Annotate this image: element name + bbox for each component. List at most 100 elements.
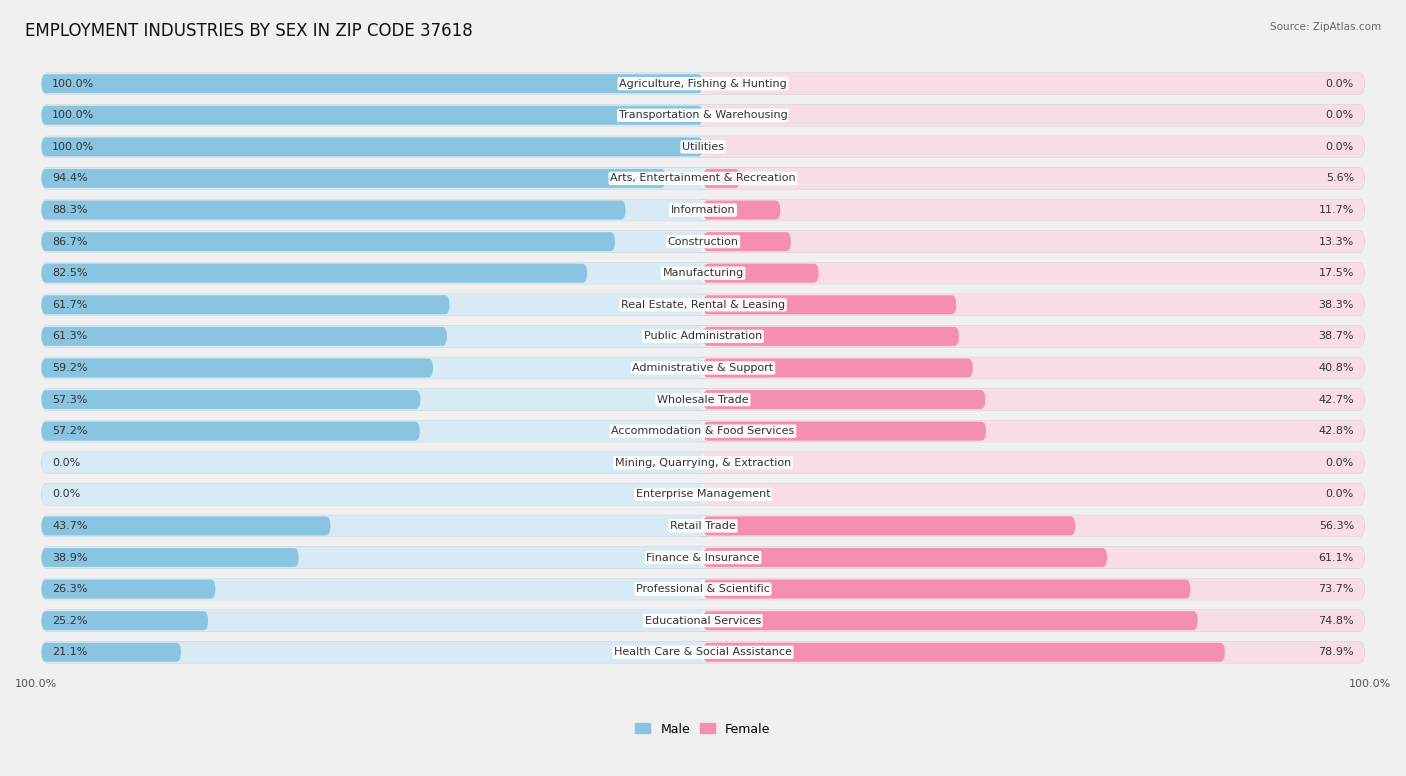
Text: 0.0%: 0.0% (52, 490, 80, 499)
FancyBboxPatch shape (41, 137, 703, 156)
FancyBboxPatch shape (703, 547, 1365, 568)
Text: Administrative & Support: Administrative & Support (633, 363, 773, 373)
FancyBboxPatch shape (703, 610, 1365, 632)
FancyBboxPatch shape (703, 515, 1365, 537)
FancyBboxPatch shape (41, 421, 703, 442)
FancyBboxPatch shape (41, 452, 1365, 473)
FancyBboxPatch shape (41, 642, 1365, 663)
FancyBboxPatch shape (703, 357, 1365, 379)
Text: Real Estate, Rental & Leasing: Real Estate, Rental & Leasing (621, 300, 785, 310)
FancyBboxPatch shape (41, 199, 1365, 220)
FancyBboxPatch shape (41, 73, 703, 95)
FancyBboxPatch shape (703, 578, 1365, 600)
Text: Mining, Quarrying, & Extraction: Mining, Quarrying, & Extraction (614, 458, 792, 468)
FancyBboxPatch shape (41, 296, 450, 314)
FancyBboxPatch shape (41, 610, 1365, 632)
Text: Finance & Insurance: Finance & Insurance (647, 553, 759, 563)
FancyBboxPatch shape (41, 262, 703, 284)
Text: 11.7%: 11.7% (1319, 205, 1354, 215)
FancyBboxPatch shape (41, 452, 703, 473)
Text: 56.3%: 56.3% (1319, 521, 1354, 531)
Text: 100.0%: 100.0% (52, 110, 94, 120)
FancyBboxPatch shape (41, 200, 626, 220)
FancyBboxPatch shape (41, 264, 588, 282)
FancyBboxPatch shape (41, 517, 330, 535)
Text: 94.4%: 94.4% (52, 174, 87, 183)
FancyBboxPatch shape (41, 548, 299, 567)
Text: 86.7%: 86.7% (52, 237, 87, 247)
FancyBboxPatch shape (41, 232, 614, 251)
Text: 25.2%: 25.2% (52, 615, 87, 625)
Text: Arts, Entertainment & Recreation: Arts, Entertainment & Recreation (610, 174, 796, 183)
FancyBboxPatch shape (41, 483, 703, 505)
Text: Accommodation & Food Services: Accommodation & Food Services (612, 426, 794, 436)
Text: 82.5%: 82.5% (52, 268, 87, 279)
FancyBboxPatch shape (703, 73, 1365, 95)
FancyBboxPatch shape (41, 105, 1365, 126)
Text: 43.7%: 43.7% (52, 521, 87, 531)
Text: 38.3%: 38.3% (1319, 300, 1354, 310)
Text: 57.2%: 57.2% (52, 426, 87, 436)
Text: Utilities: Utilities (682, 142, 724, 152)
FancyBboxPatch shape (41, 169, 666, 188)
FancyBboxPatch shape (703, 294, 1365, 316)
FancyBboxPatch shape (41, 294, 1365, 316)
FancyBboxPatch shape (41, 642, 703, 663)
Text: 0.0%: 0.0% (1326, 142, 1354, 152)
FancyBboxPatch shape (703, 200, 780, 220)
FancyBboxPatch shape (703, 232, 792, 251)
Text: 0.0%: 0.0% (1326, 458, 1354, 468)
FancyBboxPatch shape (41, 168, 703, 189)
FancyBboxPatch shape (41, 483, 1365, 505)
Text: 17.5%: 17.5% (1319, 268, 1354, 279)
FancyBboxPatch shape (41, 389, 1365, 411)
Text: 0.0%: 0.0% (1326, 78, 1354, 88)
Text: Manufacturing: Manufacturing (662, 268, 744, 279)
FancyBboxPatch shape (41, 168, 1365, 189)
Text: 61.7%: 61.7% (52, 300, 87, 310)
Text: 57.3%: 57.3% (52, 394, 87, 404)
Text: 42.8%: 42.8% (1319, 426, 1354, 436)
Text: Professional & Scientific: Professional & Scientific (636, 584, 770, 594)
Text: Health Care & Social Assistance: Health Care & Social Assistance (614, 647, 792, 657)
Text: 61.3%: 61.3% (52, 331, 87, 341)
Text: Enterprise Management: Enterprise Management (636, 490, 770, 499)
Text: Educational Services: Educational Services (645, 615, 761, 625)
Text: 73.7%: 73.7% (1319, 584, 1354, 594)
Text: 59.2%: 59.2% (52, 363, 87, 373)
FancyBboxPatch shape (41, 199, 703, 220)
FancyBboxPatch shape (41, 515, 1365, 537)
Text: 78.9%: 78.9% (1319, 647, 1354, 657)
Text: 40.8%: 40.8% (1319, 363, 1354, 373)
Text: 0.0%: 0.0% (1326, 490, 1354, 499)
FancyBboxPatch shape (41, 231, 703, 252)
FancyBboxPatch shape (703, 517, 1076, 535)
FancyBboxPatch shape (703, 105, 1365, 126)
FancyBboxPatch shape (41, 643, 181, 662)
FancyBboxPatch shape (41, 578, 1365, 600)
FancyBboxPatch shape (703, 643, 1225, 662)
Text: 100.0%: 100.0% (1348, 679, 1391, 689)
FancyBboxPatch shape (41, 357, 1365, 379)
FancyBboxPatch shape (41, 326, 703, 347)
Text: 0.0%: 0.0% (52, 458, 80, 468)
FancyBboxPatch shape (41, 105, 703, 126)
Text: 5.6%: 5.6% (1326, 174, 1354, 183)
FancyBboxPatch shape (703, 452, 1365, 473)
FancyBboxPatch shape (41, 262, 1365, 284)
FancyBboxPatch shape (41, 578, 703, 600)
Text: 0.0%: 0.0% (1326, 110, 1354, 120)
FancyBboxPatch shape (703, 389, 1365, 411)
FancyBboxPatch shape (703, 390, 986, 409)
Text: 100.0%: 100.0% (52, 142, 94, 152)
FancyBboxPatch shape (41, 136, 1365, 158)
Text: 74.8%: 74.8% (1319, 615, 1354, 625)
FancyBboxPatch shape (703, 359, 973, 377)
FancyBboxPatch shape (703, 136, 1365, 158)
FancyBboxPatch shape (41, 389, 703, 411)
FancyBboxPatch shape (41, 580, 215, 598)
FancyBboxPatch shape (41, 547, 1365, 568)
FancyBboxPatch shape (703, 421, 1365, 442)
FancyBboxPatch shape (41, 327, 447, 346)
FancyBboxPatch shape (703, 231, 1365, 252)
